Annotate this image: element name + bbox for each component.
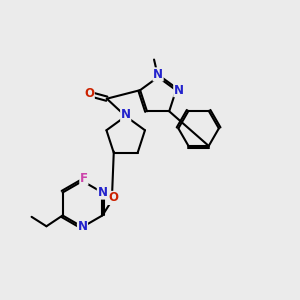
Text: N: N xyxy=(153,68,163,81)
Text: O: O xyxy=(84,87,94,100)
Text: N: N xyxy=(121,108,131,122)
Text: F: F xyxy=(80,172,88,185)
Text: N: N xyxy=(174,84,184,97)
Text: N: N xyxy=(98,186,107,199)
Text: N: N xyxy=(77,220,88,233)
Text: O: O xyxy=(108,191,118,204)
